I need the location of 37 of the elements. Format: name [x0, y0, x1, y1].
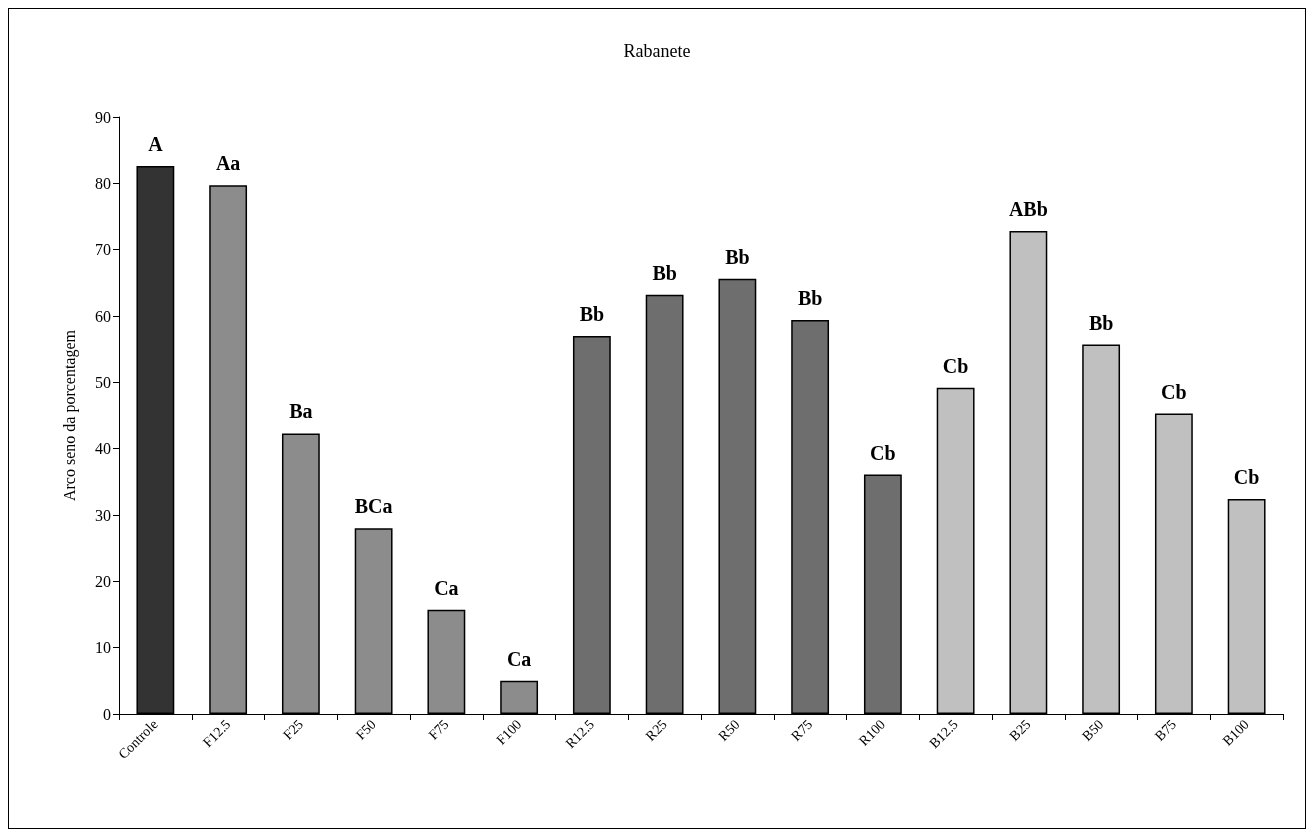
data-label: Ba — [289, 400, 313, 423]
data-label: Ca — [434, 576, 459, 599]
data-label: Cb — [1233, 466, 1260, 489]
y-tick-label: 70 — [95, 241, 111, 259]
data-label: Ca — [506, 647, 532, 670]
x-tick-label: F25 — [280, 716, 307, 743]
data-label: Bb — [725, 245, 750, 268]
y-tick-label: 0 — [103, 705, 111, 723]
y-axis-title: Arco seno da porcentagem — [60, 329, 79, 502]
data-label: Cb — [870, 441, 896, 464]
data-label: Bb — [797, 286, 823, 309]
y-tick-label: 50 — [95, 373, 111, 391]
x-tick-label: F50 — [352, 716, 379, 743]
y-tick-label: 20 — [95, 572, 111, 590]
data-label: Aa — [215, 152, 241, 175]
y-tick-label: 90 — [95, 108, 111, 126]
data-label: Cb — [942, 354, 969, 377]
y-tick-label: 10 — [95, 639, 111, 657]
data-label: ABb — [1008, 198, 1048, 221]
data-label: A — [148, 133, 164, 156]
y-tick-label: 30 — [95, 506, 111, 524]
y-tick-label: 80 — [95, 174, 111, 192]
x-tick-label: R25 — [642, 716, 670, 744]
x-tick-label: R75 — [788, 716, 816, 744]
data-label: Bb — [652, 261, 677, 284]
y-tick-label: 40 — [95, 440, 111, 458]
x-tick-label: B75 — [1152, 716, 1180, 744]
data-label: Bb — [1088, 311, 1114, 334]
x-tick-label: R50 — [715, 716, 743, 744]
data-label: Bb — [579, 302, 605, 325]
data-label: Cb — [1161, 380, 1187, 403]
x-tick-label: B25 — [1006, 716, 1034, 744]
x-tick-label: B50 — [1079, 716, 1107, 744]
data-label: BCa — [354, 495, 393, 518]
y-tick-label: 60 — [95, 307, 111, 325]
chart-title: Rabanete — [623, 41, 691, 61]
x-tick-label: F75 — [425, 716, 452, 743]
